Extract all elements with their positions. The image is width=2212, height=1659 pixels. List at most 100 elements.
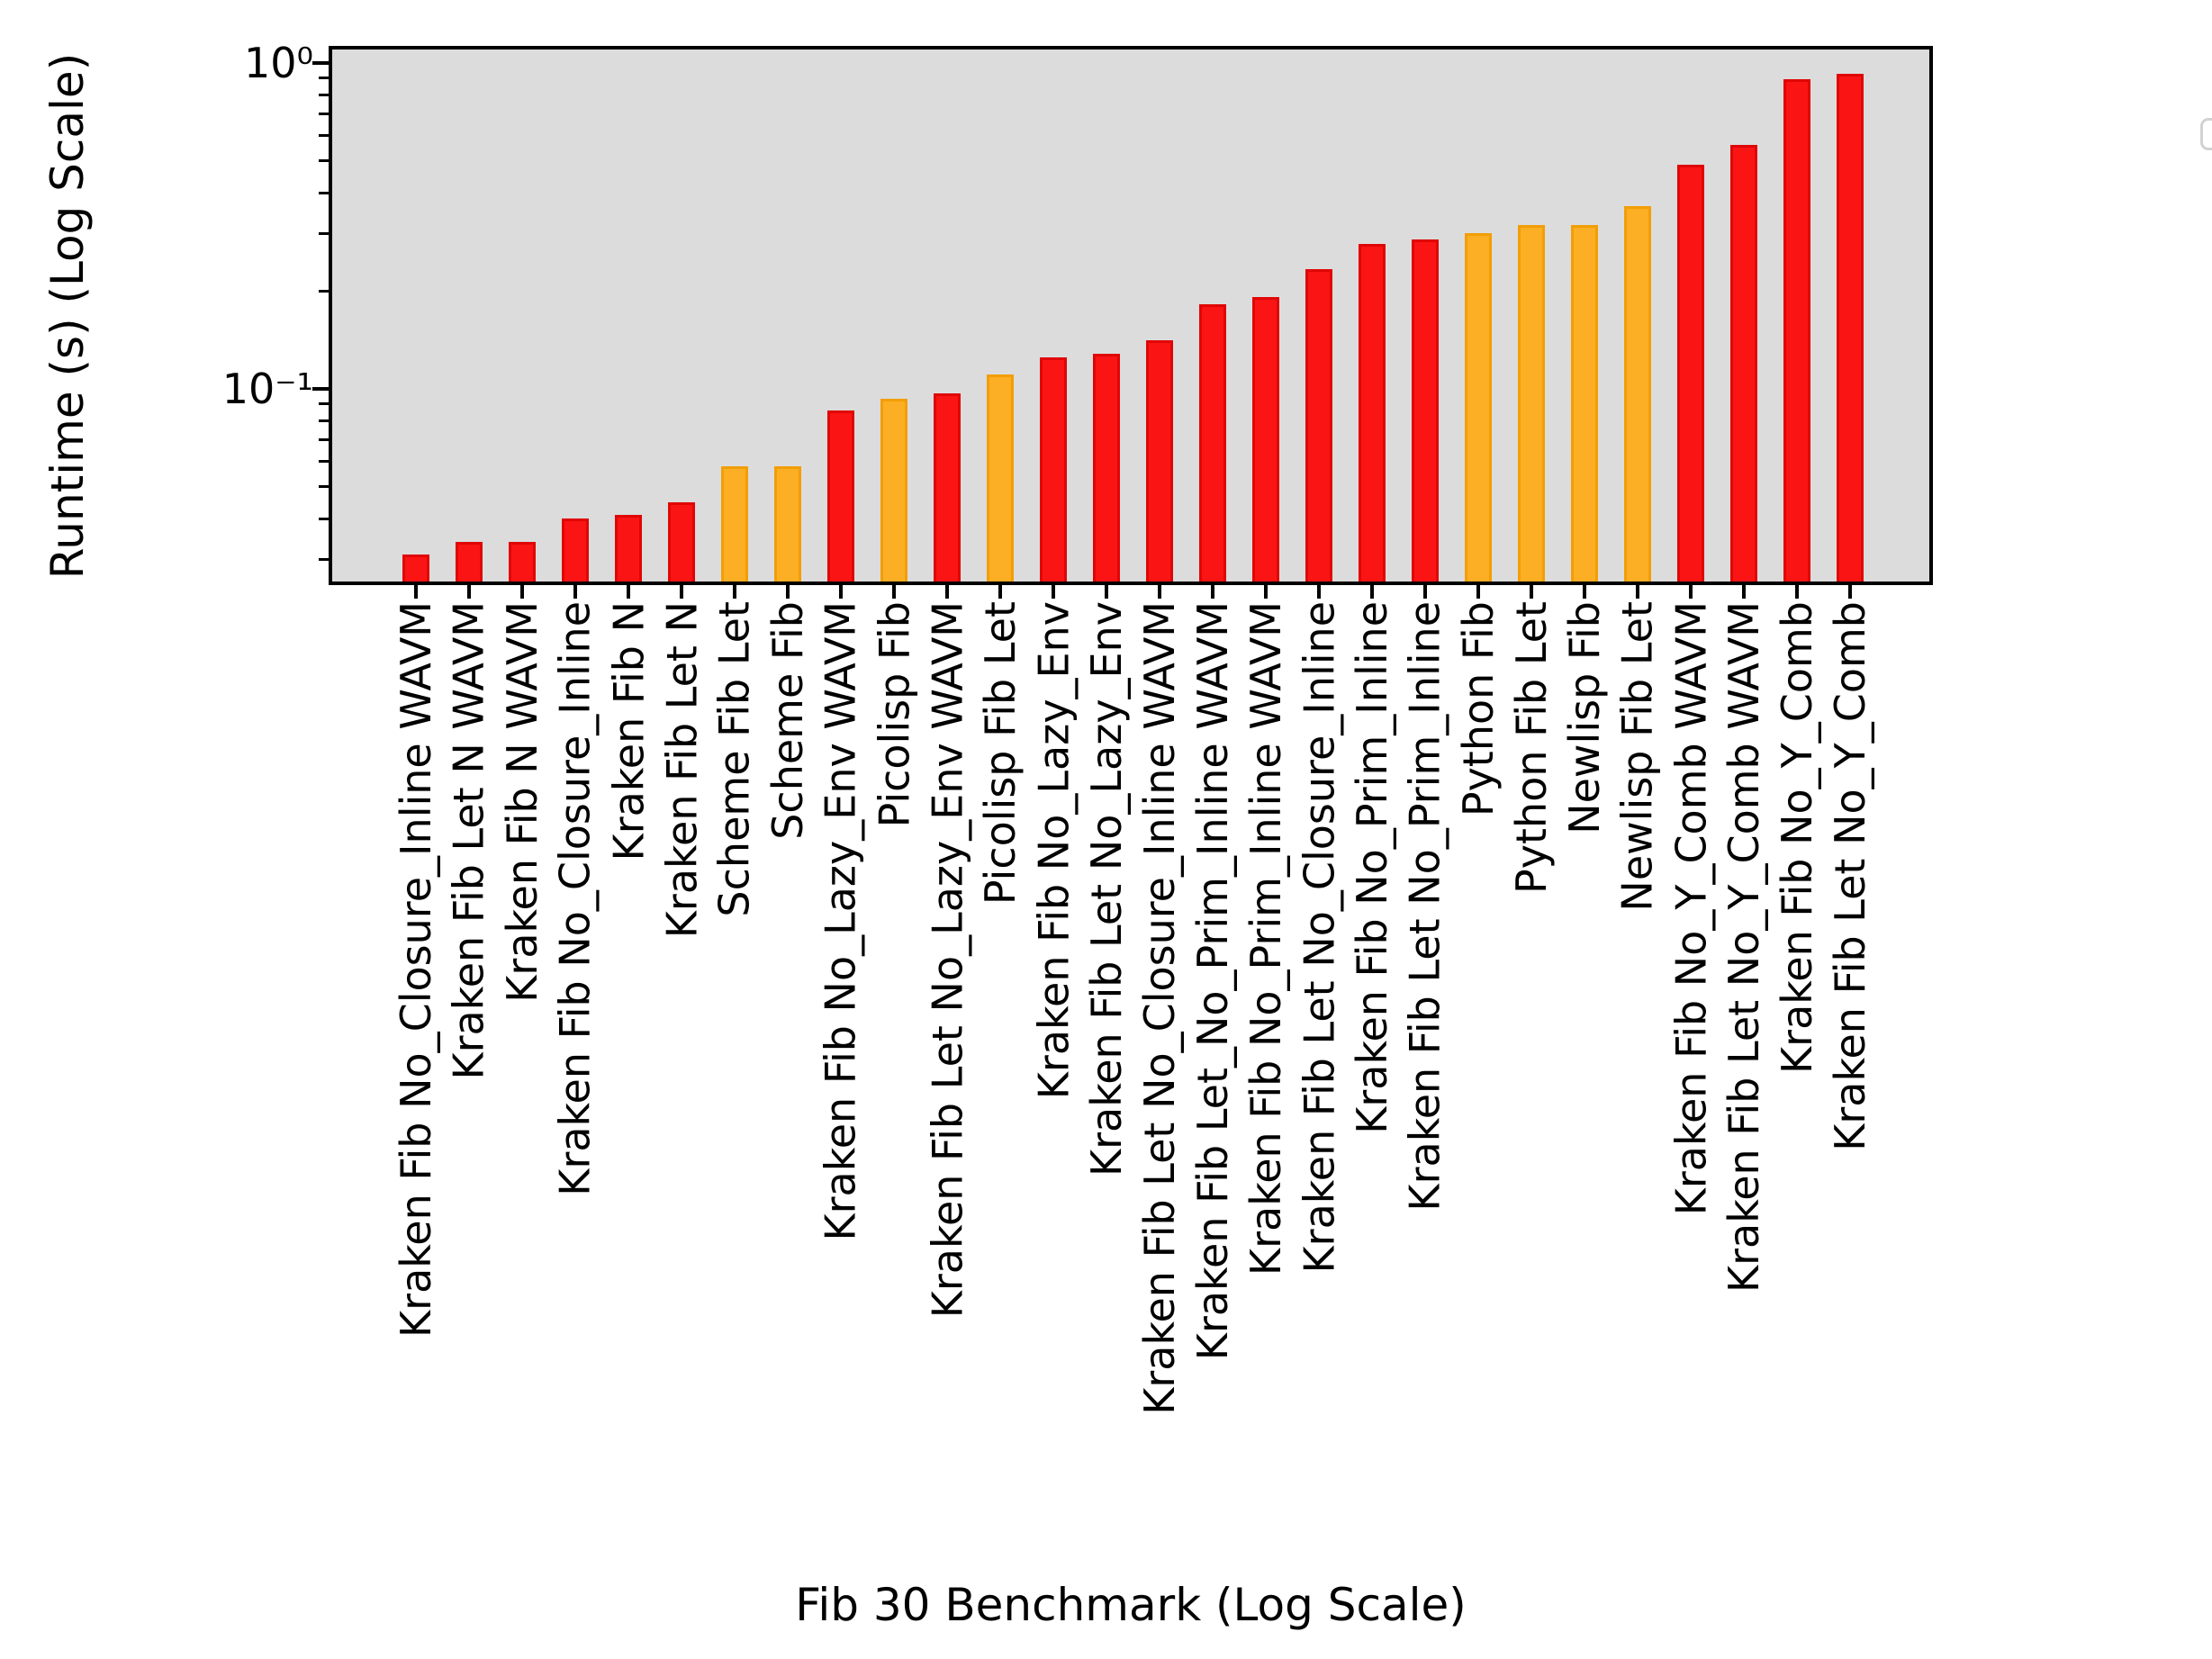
x-tick-label: Kraken Fib Let No_Closure_Inline [1295, 601, 1343, 1274]
x-axis-title: Fib 30 Benchmark (Log Scale) [795, 1579, 1467, 1631]
bar [402, 555, 429, 582]
y-tick-label: 10⁻¹ [221, 365, 313, 413]
x-tick-label: Kraken Fib Let No_Y_Comb WAVM [1720, 601, 1768, 1294]
bar [1412, 239, 1439, 582]
x-tick-label: Kraken Fib No_Lazy_Env WAVM [817, 601, 865, 1241]
bar [774, 465, 801, 582]
y-tick-minor [319, 231, 329, 235]
legend-box [2200, 118, 2212, 150]
x-tick [1423, 585, 1427, 599]
x-tick-label: Python Fib [1454, 601, 1503, 817]
y-tick-minor [319, 77, 329, 80]
y-tick-major [312, 387, 329, 391]
x-tick [1476, 585, 1480, 599]
bar [1305, 269, 1332, 582]
bar [1199, 303, 1226, 582]
x-tick-label: Kraken Fib No_Closure_Inline [551, 601, 600, 1196]
y-tick-minor [319, 191, 329, 194]
bar [721, 465, 748, 582]
x-tick [1742, 585, 1746, 599]
y-tick-minor [319, 517, 329, 520]
x-tick [627, 585, 630, 599]
x-tick [1317, 585, 1321, 599]
x-tick-label: Scheme Fib [763, 601, 812, 840]
bar [1040, 356, 1067, 582]
x-tick [1848, 585, 1852, 599]
x-tick-label: Kraken Fib N [604, 601, 653, 861]
bar [934, 392, 961, 582]
x-tick-label: Kraken Fib Let No_Lazy_Env [1082, 601, 1131, 1177]
bar [1252, 297, 1279, 582]
bar [1677, 165, 1704, 582]
bar [1783, 79, 1810, 582]
x-tick [520, 585, 524, 599]
y-tick-minor [319, 93, 329, 96]
bar [1624, 205, 1651, 582]
x-tick-label: Kraken Fib Let N WAVM [445, 601, 493, 1080]
x-tick-label: Newlisp Fib [1560, 601, 1609, 834]
x-tick [573, 585, 577, 599]
bar [1730, 144, 1757, 582]
bar [509, 541, 536, 582]
bar [1518, 225, 1545, 582]
y-tick-minor [319, 437, 329, 441]
y-tick-label: 10⁰ [244, 39, 313, 87]
x-tick [945, 585, 949, 599]
bar [615, 515, 642, 582]
x-tick [1105, 585, 1108, 599]
x-tick [733, 585, 736, 599]
bar [1571, 224, 1598, 582]
y-tick-minor [319, 402, 329, 406]
x-tick-label: Kraken Fib N WAVM [498, 601, 546, 1003]
y-tick-minor [319, 289, 329, 293]
x-tick-label: Kraken Fib No_Lazy_Env [1029, 601, 1078, 1100]
x-tick [839, 585, 843, 599]
bar [1146, 339, 1173, 582]
bar [668, 501, 695, 582]
x-tick-label: Python Fib Let [1507, 601, 1556, 894]
bar [1465, 233, 1492, 582]
bar [987, 374, 1014, 582]
x-tick [1689, 585, 1693, 599]
x-tick-label: Kraken Fib Let No_Y_Comb [1826, 601, 1874, 1151]
x-tick-label: Picolisp Fib Let [976, 601, 1025, 906]
x-tick [1583, 585, 1586, 599]
x-tick [414, 585, 418, 599]
bar [1093, 354, 1120, 582]
x-tick [892, 585, 896, 599]
bar [1359, 243, 1386, 582]
bar [880, 399, 907, 582]
x-tick [1530, 585, 1533, 599]
x-tick-label: Kraken Fib No_Closure_Inline WAVM [392, 601, 440, 1338]
plot-area [329, 46, 2212, 585]
y-tick-minor [319, 159, 329, 163]
x-tick-label: Kraken Fib Let No_Prim_Inline [1401, 601, 1449, 1212]
x-tick [1158, 585, 1161, 599]
y-tick-minor [319, 133, 329, 137]
x-tick [680, 585, 683, 599]
x-tick [786, 585, 790, 599]
y-tick-minor [319, 419, 329, 422]
x-tick [1370, 585, 1374, 599]
x-tick-label: Kraken Fib No_Prim_Inline [1348, 601, 1396, 1134]
x-tick-label: Kraken Fib Let N [657, 601, 706, 939]
x-tick-label: Scheme Fib Let [710, 601, 759, 917]
y-axis-title: Runtime (s) (Log Scale) [41, 52, 94, 579]
x-tick [998, 585, 1002, 599]
bar [562, 518, 589, 582]
x-tick-label: Kraken Fib No_Y_Comb WAVM [1666, 601, 1715, 1216]
x-tick-label: Kraken Fib Let No_Lazy_Env WAVM [923, 601, 971, 1319]
y-tick-minor [319, 557, 329, 561]
x-tick [467, 585, 471, 599]
y-tick-minor [319, 112, 329, 115]
x-tick-label: Kraken Fib Let No_Closure_Inline WAVM [1135, 601, 1184, 1415]
bar [456, 541, 483, 582]
x-tick [1636, 585, 1639, 599]
y-tick-minor [319, 459, 329, 463]
bar [827, 410, 854, 582]
y-tick-major [312, 61, 329, 65]
x-tick-label: Newlisp Fib Let [1613, 601, 1662, 912]
x-tick [1795, 585, 1799, 599]
x-tick [1052, 585, 1055, 599]
